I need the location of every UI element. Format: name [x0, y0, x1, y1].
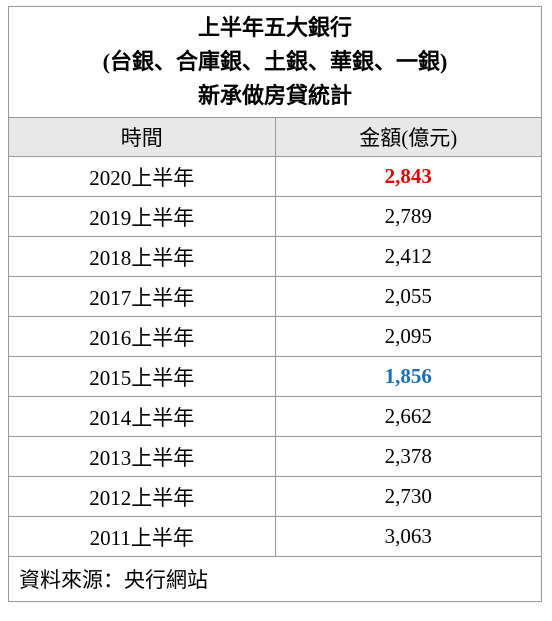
- data-table: 上半年五大銀行 (台銀、合庫銀、土銀、華銀、一銀) 新承做房貸統計 時間 金額(…: [8, 6, 542, 602]
- row: 2018上半年 2,412: [8, 236, 542, 277]
- amount: 2,095: [274, 316, 542, 357]
- amount: 2,412: [274, 236, 542, 277]
- row: 2020上半年 2,843: [8, 156, 542, 197]
- period: 2013上半年: [8, 436, 276, 477]
- period: 2016上半年: [8, 316, 276, 357]
- period: 2019上半年: [8, 196, 276, 237]
- row: 2014上半年 2,662: [8, 396, 542, 437]
- period: 2012上半年: [8, 476, 276, 517]
- row: 2016上半年 2,095: [8, 316, 542, 357]
- amount: 1,856: [274, 356, 542, 397]
- period: 2011上半年: [8, 516, 276, 557]
- title-line: 上半年五大銀行: [197, 15, 352, 40]
- row: 2012上半年 2,730: [8, 476, 542, 517]
- header-cell: 時間: [8, 117, 276, 157]
- row: 2017上半年 2,055: [8, 276, 542, 317]
- amount: 2,789: [274, 196, 542, 237]
- title-line: 新承做房貸統計: [197, 83, 352, 108]
- source-row: 資料來源：央行網站: [8, 556, 542, 602]
- row: 2011上半年 3,063: [8, 516, 542, 557]
- period: 2014上半年: [8, 396, 276, 437]
- amount: 3,063: [274, 516, 542, 557]
- amount: 2,378: [274, 436, 542, 477]
- row: 2015上半年 1,856: [8, 356, 542, 397]
- amount: 2,662: [274, 396, 542, 437]
- row: 2019上半年 2,789: [8, 196, 542, 237]
- title-line: (台銀、合庫銀、土銀、華銀、一銀): [102, 49, 448, 74]
- table-title: 上半年五大銀行 (台銀、合庫銀、土銀、華銀、一銀) 新承做房貸統計: [8, 6, 542, 118]
- amount: 2,730: [274, 476, 542, 517]
- row: 2013上半年 2,378: [8, 436, 542, 477]
- header-row: 時間 金額(億元): [8, 117, 542, 157]
- period: 2020上半年: [8, 156, 276, 197]
- period: 2017上半年: [8, 276, 276, 317]
- source: 資料來源：央行網站: [8, 556, 542, 602]
- period: 2015上半年: [8, 356, 276, 397]
- amount: 2,055: [274, 276, 542, 317]
- period: 2018上半年: [8, 236, 276, 277]
- header-cell: 金額(億元): [274, 117, 542, 157]
- amount: 2,843: [274, 156, 542, 197]
